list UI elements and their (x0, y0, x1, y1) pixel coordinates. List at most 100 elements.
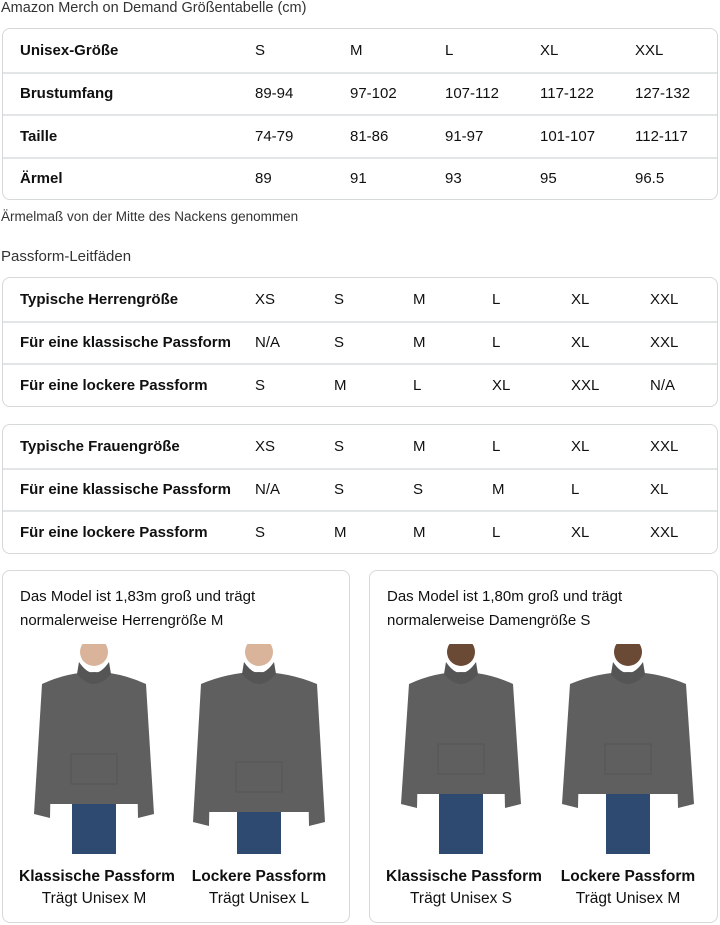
row-label: Für eine lockere Passform (20, 523, 208, 541)
table-row: Für eine klassische Passform N/A S M L XL XXL (3, 320, 717, 364)
jeans-shape (72, 804, 116, 854)
jeans-shape (439, 794, 483, 854)
figure-loose: Lockere Passform Trägt Unisex M (553, 644, 703, 908)
table-cell: L (413, 376, 422, 394)
table-cell: M (492, 481, 505, 499)
table-cell: S (334, 481, 345, 499)
fit-size: Trägt Unisex L (208, 890, 310, 907)
table-cell: S (334, 290, 345, 308)
table-cell: XL (571, 334, 590, 352)
model-description: Das Model ist 1,83m groß und trägt normal… (20, 585, 255, 633)
table-cell: 93 (445, 170, 462, 188)
desc-line: Das Model ist 1,80m groß und trägt (387, 588, 623, 605)
table-cell: M (413, 290, 426, 308)
sleeve-note: Ärmelmaß von der Mitte des Nackens genom… (1, 209, 299, 224)
table-cell: 101-107 (540, 127, 596, 145)
hood-shape (611, 662, 645, 684)
row-label: Typische Frauengröße (20, 437, 180, 455)
table-cell: S (413, 481, 424, 499)
row-label: Für eine lockere Passform (20, 376, 208, 394)
table-cell: 91 (350, 170, 367, 188)
table-cell: XXL (635, 41, 664, 59)
face-shape (447, 644, 475, 666)
table-cell: XS (255, 437, 276, 455)
women-fit-table: Typische Frauengröße XS S M L XL XXL Für eine k… (2, 424, 718, 554)
table-cell: S (255, 523, 266, 541)
table-cell: L (492, 523, 501, 541)
figure-loose: Lockere Passform Trägt Unisex L (184, 644, 334, 908)
face-shape (80, 644, 108, 666)
fit-size: Trägt Unisex M (41, 890, 147, 907)
table-row: Ärmel 89 91 93 95 96.5 (3, 156, 717, 200)
row-label: Taille (20, 127, 58, 145)
jeans-shape (237, 812, 281, 854)
table-cell: XL (650, 481, 669, 499)
hoodie-shape (401, 672, 521, 808)
table-cell: M (350, 41, 363, 59)
fit-size: Trägt Unisex M (575, 890, 681, 907)
table-cell: 95 (540, 170, 557, 188)
fit-name: Klassische Passform (19, 868, 175, 885)
table-cell: M (334, 376, 347, 394)
table-cell: 107-112 (445, 85, 499, 103)
table-row: Typische Frauengröße XS S M L XL XXL (3, 425, 717, 468)
table-row: Taille 74-79 81-86 91-97 101-107 112-117 (3, 114, 717, 157)
table-cell: XXL (650, 334, 679, 352)
table-row: Typische Herrengröße XS S M L XL XXL (3, 278, 717, 321)
fit-name: Lockere Passform (191, 868, 327, 885)
table-cell: 81-86 (350, 127, 389, 145)
face-shape (614, 644, 642, 666)
table-cell: XL (492, 376, 511, 394)
hood-shape (77, 662, 111, 684)
table-cell: 89 (255, 170, 272, 188)
table-cell: XL (571, 437, 590, 455)
fit-name: Klassische Passform (386, 868, 542, 885)
row-label: Für eine klassische Passform (20, 481, 231, 499)
table-row: Brustumfang 89-94 97-102 107-112 117-122 127-… (3, 71, 717, 115)
table-row: Unisex-Größe S M L XL XXL (3, 29, 717, 72)
face-shape (245, 644, 273, 666)
table-cell: S (334, 334, 345, 352)
table-cell: S (255, 41, 266, 59)
table-cell: M (413, 523, 426, 541)
table-cell: L (492, 437, 501, 455)
figure-classic: Klassische Passform Trägt Unisex S (386, 644, 542, 908)
row-label: Typische Herrengröße (20, 290, 179, 308)
hoodie-model-image (34, 644, 154, 854)
table-row: Für eine klassische Passform N/A S S M L XL (3, 467, 717, 511)
pocket-shape (235, 761, 283, 793)
table-row: Für eine lockere Passform S M L XL XXL N/A (3, 363, 717, 406)
table-cell: M (413, 334, 426, 352)
table-cell: 96.5 (635, 170, 665, 188)
fit-guide-title: Passform-Leitfäden (1, 248, 132, 265)
table-cell: N/A (255, 481, 281, 499)
desc-line: Das Model ist 1,83m groß und trägt (20, 588, 256, 605)
table-cell: S (255, 376, 266, 394)
table-cell: 127-132 (635, 85, 691, 103)
row-label: Brustumfang (20, 85, 114, 103)
men-model-card: Das Model ist 1,83m groß und trägt normal… (2, 570, 350, 923)
table-cell: 89-94 (255, 85, 294, 103)
table-cell: XXL (650, 290, 679, 308)
hoodie-shape (34, 672, 154, 818)
hoodie-model-image (401, 644, 521, 854)
table-cell: 97-102 (350, 85, 397, 103)
table-cell: N/A (255, 334, 281, 352)
size-table: Unisex-Größe S M L XL XXL Brustumfang 89-94 97-1… (2, 28, 718, 200)
table-cell: L (492, 290, 501, 308)
desc-line: normalerweise Damengröße S (387, 612, 591, 629)
table-cell: XXL (650, 523, 679, 541)
pocket-shape (604, 743, 652, 775)
model-description: Das Model ist 1,80m groß und trägt normal… (387, 585, 622, 633)
table-cell: M (413, 437, 426, 455)
table-cell: XXL (571, 376, 600, 394)
hoodie-shape (562, 672, 694, 808)
table-cell: XS (255, 290, 276, 308)
row-label: Unisex-Größe (20, 41, 119, 59)
hoodie-model-image (562, 644, 694, 854)
pocket-shape (70, 753, 118, 785)
desc-line: normalerweise Herrengröße M (20, 612, 224, 629)
pocket-shape (437, 743, 485, 775)
hood-shape (242, 662, 276, 684)
hoodie-model-image (193, 644, 325, 854)
